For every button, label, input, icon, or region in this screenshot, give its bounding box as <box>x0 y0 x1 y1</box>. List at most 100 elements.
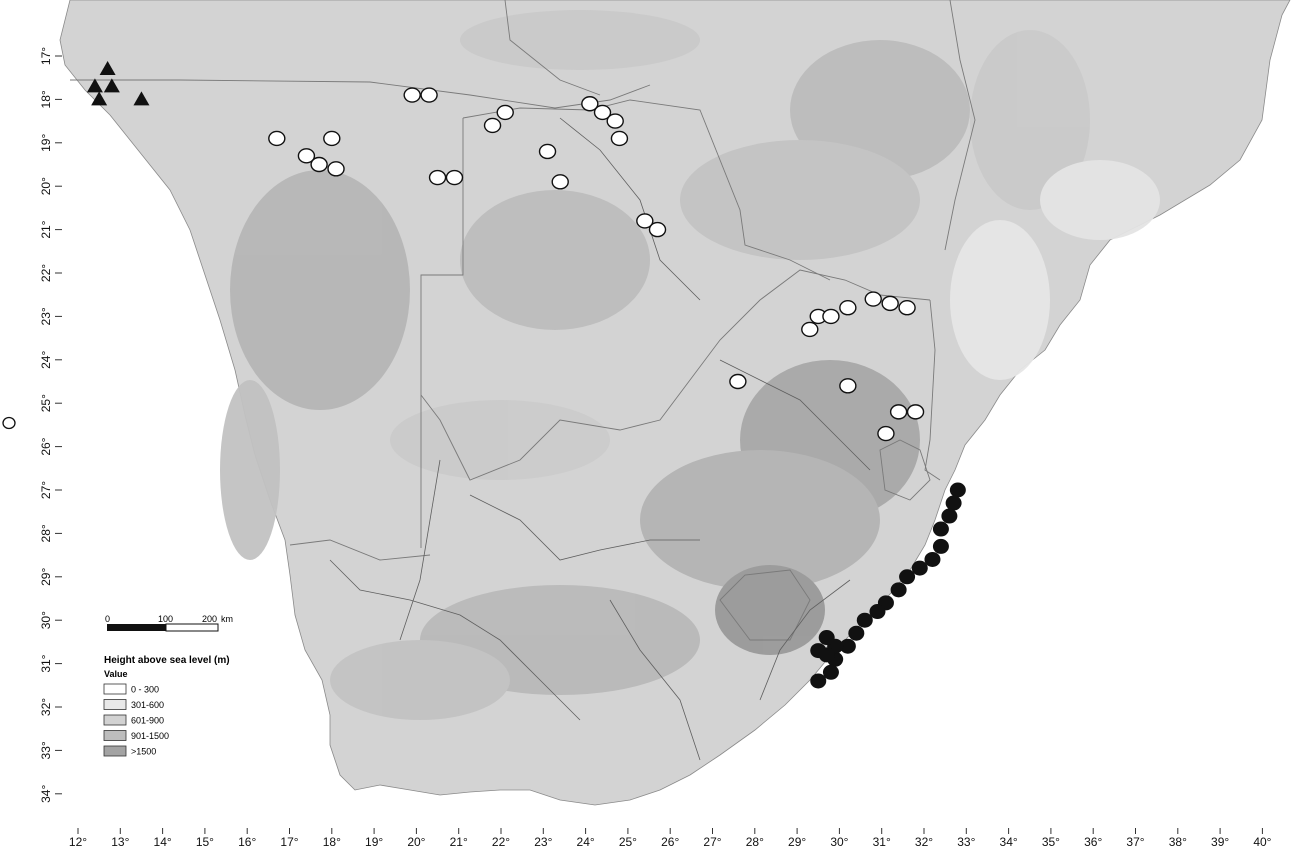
x-tick-label: 24° <box>577 835 595 849</box>
open-circle-marker <box>610 130 629 147</box>
open-circle-marker <box>327 161 345 177</box>
y-tick-label: 18° <box>39 90 53 108</box>
open-circle-marker <box>483 117 502 134</box>
x-tick-label: 40° <box>1253 835 1271 849</box>
scale-label-100: 100 <box>158 614 173 624</box>
x-tick-label: 22° <box>492 835 510 849</box>
x-tick-label: 36° <box>1084 835 1102 849</box>
y-tick-label: 22° <box>39 264 53 282</box>
symbol-open-circle-key <box>2 416 16 430</box>
x-tick-label: 29° <box>788 835 806 849</box>
y-tick-label: 30° <box>39 611 53 629</box>
open-circle-marker <box>839 378 857 394</box>
x-tick-label: 17° <box>280 835 298 849</box>
open-circle-marker <box>268 130 286 147</box>
open-circle-marker <box>906 404 925 420</box>
x-tick-label: 35° <box>1042 835 1060 849</box>
triangle-marker <box>133 91 150 106</box>
x-tick-label: 27° <box>703 835 721 849</box>
y-tick-label: 17° <box>39 47 53 65</box>
open-circle-marker <box>636 213 654 229</box>
filled-circle-marker <box>818 630 835 646</box>
legend-swatch <box>103 699 127 710</box>
filled-circle-marker <box>848 625 865 641</box>
x-tick-label: 25° <box>619 835 637 849</box>
scale-bar-black-segment <box>107 624 166 631</box>
scale-label-200: 200 <box>202 614 217 624</box>
x-tick-label: 38° <box>1169 835 1187 849</box>
y-tick-label: 29° <box>39 568 53 586</box>
filled-circle-marker <box>924 551 941 567</box>
legend-swatch <box>103 745 127 757</box>
filled-circle-marker <box>932 521 949 537</box>
open-circle-marker <box>898 300 916 316</box>
open-circle-marker <box>729 373 747 390</box>
x-tick-label: 18° <box>323 835 341 849</box>
triangle-marker <box>103 78 120 93</box>
open-circle-marker <box>538 143 557 160</box>
x-tick-label: 13° <box>111 835 129 849</box>
open-circle-marker <box>496 104 514 121</box>
filled-circle-marker <box>945 495 962 511</box>
open-circle-marker <box>889 404 908 420</box>
country-borders <box>70 0 976 641</box>
y-tick-label: 31° <box>39 654 53 672</box>
y-tick-label: 21° <box>39 220 53 238</box>
x-tick-label: 20° <box>407 835 425 849</box>
x-tick-label: 23° <box>534 835 552 849</box>
x-tick-label: 16° <box>238 835 256 849</box>
legend-label: 901-1500 <box>131 731 169 741</box>
filled-circle-marker <box>818 647 835 663</box>
filled-circle-marker <box>810 673 827 689</box>
elevation-legend: Height above sea level (m) Value 0 - 300… <box>103 655 230 757</box>
open-circle-marker <box>428 169 447 186</box>
legend-swatch <box>103 714 127 726</box>
x-tick-label: 28° <box>746 835 764 849</box>
scale-label-0: 0 <box>105 614 110 624</box>
x-tick-label: 39° <box>1211 835 1229 849</box>
open-circle-marker <box>648 221 667 238</box>
x-tick-label: 37° <box>1126 835 1144 849</box>
filled-circle-marker <box>932 538 949 554</box>
legend-swatch <box>103 683 127 695</box>
x-tick-label: 15° <box>196 835 214 849</box>
x-tick-label: 12° <box>69 835 87 849</box>
open-circle-marker <box>839 300 857 316</box>
filled-circle-marker <box>941 508 958 524</box>
y-tick-label: 33° <box>39 741 53 759</box>
y-tick-label: 23° <box>39 307 53 325</box>
y-tick-label: 32° <box>39 698 53 716</box>
open-circle-marker <box>310 156 328 173</box>
y-tick-label: 20° <box>39 177 53 195</box>
open-circle-marker <box>297 148 316 164</box>
scale-label-km: km <box>221 614 233 624</box>
legend-label: 601-900 <box>131 716 164 726</box>
x-tick-label: 34° <box>1000 835 1018 849</box>
x-tick-label: 31° <box>873 835 891 849</box>
x-tick-label: 30° <box>830 835 848 849</box>
legend-label: 301-600 <box>131 700 164 710</box>
longitude-axis: 12° 13° 14° 15° 16° 17° 18° 19° 20° 21° 22° 23° 24° 2… <box>69 828 1272 849</box>
x-tick-label: 19° <box>365 835 383 849</box>
filled-circle-marker <box>869 604 886 620</box>
open-circle-marker <box>801 321 819 338</box>
open-circle-marker <box>323 130 341 147</box>
filled-circle-marker <box>949 482 966 498</box>
specimen-markers <box>86 61 966 689</box>
open-circle-marker <box>606 113 624 129</box>
legend-value-label: Value <box>104 669 128 679</box>
filled-circle-marker <box>890 582 907 598</box>
legend-label: >1500 <box>131 747 156 757</box>
filled-circle-marker <box>839 638 856 654</box>
legend-label: 0 - 300 <box>131 685 159 695</box>
scale-bar: 0 100 200 km <box>105 614 233 632</box>
x-tick-label: 32° <box>915 835 933 849</box>
open-circle-marker <box>822 308 840 325</box>
y-tick-label: 27° <box>39 481 53 499</box>
open-circle-marker <box>581 96 599 112</box>
filled-circle-marker <box>899 569 916 585</box>
legend-title: Height above sea level (m) <box>104 655 230 666</box>
x-tick-label: 21° <box>450 835 468 849</box>
open-circle-marker <box>864 291 882 307</box>
